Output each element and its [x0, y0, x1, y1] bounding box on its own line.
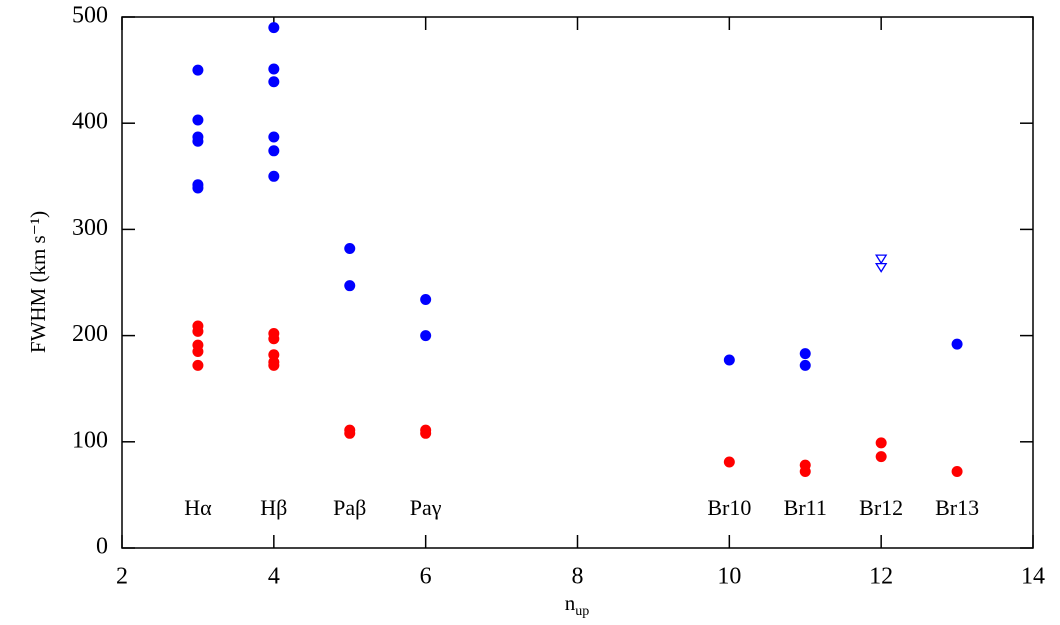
x-axis-label-main: n: [565, 591, 576, 615]
point: [420, 427, 432, 439]
line-label: Hα: [184, 495, 212, 520]
point: [192, 114, 204, 126]
point: [344, 280, 356, 292]
point: [951, 338, 963, 350]
point: [799, 348, 811, 360]
point: [420, 293, 432, 305]
y-tick-label: 200: [72, 321, 108, 347]
point: [268, 22, 280, 34]
point: [344, 427, 356, 439]
line-label: Hβ: [260, 495, 287, 520]
x-tick-label: 8: [572, 564, 584, 590]
y-axis-label: FWHM (km s⁻¹): [26, 211, 50, 353]
point: [344, 243, 356, 255]
point: [192, 182, 204, 194]
x-axis-label-sub: up: [575, 604, 589, 619]
x-axis-label: nup: [565, 591, 590, 619]
x-tick-label: 4: [268, 564, 280, 590]
point: [268, 359, 280, 371]
point: [799, 359, 811, 371]
point: [268, 170, 280, 182]
y-tick-label: 300: [72, 215, 108, 241]
point: [723, 354, 735, 366]
point: [268, 131, 280, 143]
x-tick-label: 12: [869, 564, 893, 590]
line-label: Br13: [935, 495, 979, 520]
point: [723, 456, 735, 468]
point: [420, 330, 432, 342]
point: [192, 64, 204, 76]
x-tick-label: 6: [420, 564, 432, 590]
point: [268, 333, 280, 345]
point: [268, 63, 280, 75]
point: [192, 135, 204, 147]
upper-limit: [874, 254, 888, 265]
x-tick-label: 2: [116, 564, 128, 590]
x-tick-label: 14: [1021, 564, 1045, 590]
point: [875, 437, 887, 449]
point: [192, 346, 204, 358]
point: [192, 359, 204, 371]
y-tick-label: 500: [72, 3, 108, 29]
point: [951, 466, 963, 478]
line-label: Br12: [859, 495, 903, 520]
point: [799, 466, 811, 478]
y-tick-label: 400: [72, 109, 108, 135]
line-label: Paγ: [410, 495, 442, 520]
point: [268, 76, 280, 88]
y-tick-label: 0: [96, 534, 108, 560]
plot-frame: [121, 16, 1034, 549]
upper-limit: [874, 262, 888, 273]
line-label: Paβ: [333, 495, 366, 520]
point: [875, 451, 887, 463]
y-tick-label: 100: [72, 427, 108, 453]
line-label: Br11: [784, 495, 827, 520]
point: [192, 325, 204, 337]
point: [268, 145, 280, 157]
x-tick-label: 10: [717, 564, 741, 590]
line-label: Br10: [707, 495, 751, 520]
